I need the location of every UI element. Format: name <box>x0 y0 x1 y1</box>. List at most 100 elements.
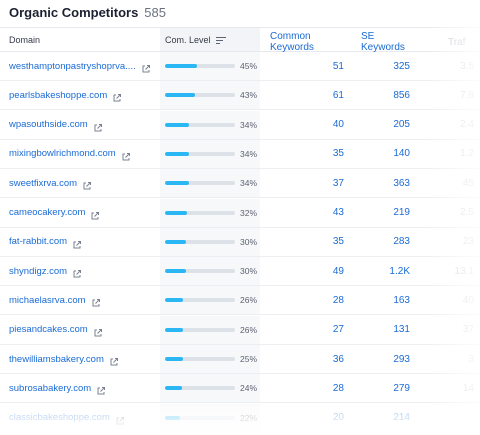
sort-descending-icon[interactable] <box>215 36 226 44</box>
column-domain[interactable]: Domain <box>9 34 41 45</box>
common-keywords-link[interactable]: 20 <box>332 412 344 424</box>
domain-link[interactable]: mixingbowlrichmond.com <box>9 148 116 160</box>
com-level-bar <box>165 298 235 303</box>
table-header: Domain Com. Level Common Keywords SE Key… <box>0 27 480 53</box>
external-link-icon[interactable] <box>115 413 125 425</box>
common-keywords-link[interactable]: 28 <box>332 382 344 394</box>
table-row: classicbakeshoppe.com 22% 20 214 <box>0 403 480 433</box>
com-level-bar-fill <box>165 386 182 391</box>
table-row: michaelasrva.com 26% 28 163 40 <box>0 286 480 316</box>
com-level-bar-fill <box>165 239 186 244</box>
com-level-bar <box>165 181 235 186</box>
external-link-icon[interactable] <box>91 295 101 307</box>
com-level-bar-fill <box>165 357 183 361</box>
com-level-bar <box>165 64 235 68</box>
domain-cell: classicbakeshoppe.com <box>9 404 125 432</box>
com-level-bar <box>165 386 235 391</box>
com-level-bar-fill <box>165 327 184 332</box>
external-link-icon[interactable] <box>96 383 106 395</box>
com-level-percent: 34% <box>240 119 258 130</box>
external-link-icon[interactable] <box>141 61 151 73</box>
com-level-percent: 34% <box>240 178 258 189</box>
domain-link[interactable]: pearlsbakeshoppe.com <box>9 89 108 101</box>
com-level-percent: 34% <box>240 148 258 159</box>
common-keywords-link[interactable]: 27 <box>332 324 344 336</box>
common-keywords-link[interactable]: 35 <box>332 148 344 160</box>
com-level-bar <box>165 327 235 332</box>
domain-cell: westhamptonpastryshoprva.... <box>9 52 151 80</box>
external-link-icon[interactable] <box>109 354 119 366</box>
domain-cell: piesandcakes.com <box>9 316 103 344</box>
se-keywords-link[interactable]: 279 <box>393 382 410 394</box>
com-level-percent: 32% <box>240 207 258 218</box>
se-keywords-link[interactable]: 363 <box>393 177 410 189</box>
table-row: subrosabakery.com 24% 28 279 14 <box>0 374 480 404</box>
table-row: mixingbowlrichmond.com 34% 35 140 1.2 <box>0 139 480 169</box>
external-link-icon[interactable] <box>93 325 103 337</box>
com-level-percent: 30% <box>240 266 258 277</box>
external-link-icon[interactable] <box>93 120 103 132</box>
domain-link[interactable]: shyndigz.com <box>9 265 68 277</box>
common-keywords-link[interactable]: 36 <box>332 353 344 365</box>
traffic-value: 14 <box>462 382 474 394</box>
domain-link[interactable]: wpasouthside.com <box>9 119 88 131</box>
domain-link[interactable]: sweetfixrva.com <box>9 177 78 189</box>
se-keywords-link[interactable]: 131 <box>393 324 410 336</box>
external-link-icon[interactable] <box>82 178 92 190</box>
se-keywords-link[interactable]: 325 <box>393 60 410 72</box>
external-link-icon[interactable] <box>72 237 82 249</box>
se-keywords-link[interactable]: 283 <box>393 236 410 248</box>
domain-cell: pearlsbakeshoppe.com <box>9 81 122 109</box>
se-keywords-link[interactable]: 140 <box>393 148 410 160</box>
traffic-value: 40 <box>462 294 474 306</box>
domain-link[interactable]: piesandcakes.com <box>9 324 88 336</box>
traffic-value: 45 <box>462 177 474 189</box>
domain-link[interactable]: fat-rabbit.com <box>9 236 68 248</box>
com-level-bar <box>165 415 235 420</box>
domain-link[interactable]: westhamptonpastryshoprva.... <box>9 60 136 72</box>
common-keywords-link[interactable]: 35 <box>332 236 344 248</box>
com-level-bar <box>165 269 235 274</box>
traffic-value: 2.4 <box>460 119 474 131</box>
com-level-bar <box>165 357 235 361</box>
table-row: westhamptonpastryshoprva.... 45% 51 325 3.5 <box>0 52 480 81</box>
se-keywords-link[interactable]: 214 <box>393 412 410 424</box>
column-se-keywords[interactable]: SE Keywords <box>361 31 405 53</box>
common-keywords-link[interactable]: 40 <box>332 119 344 131</box>
se-keywords-link[interactable]: 293 <box>393 353 410 365</box>
external-link-icon[interactable] <box>121 149 131 161</box>
table-row: thewilliamsbakery.com 25% 36 293 3 <box>0 345 480 374</box>
common-keywords-link[interactable]: 51 <box>332 60 344 72</box>
domain-link[interactable]: cameocakery.com <box>9 207 86 218</box>
se-keywords-link[interactable]: 1.2K <box>389 265 410 277</box>
common-keywords-link[interactable]: 49 <box>332 265 344 277</box>
domain-link[interactable]: michaelasrva.com <box>9 294 86 306</box>
external-link-icon[interactable] <box>72 266 82 278</box>
widget-title: Organic Competitors <box>9 4 139 20</box>
domain-link[interactable]: subrosabakery.com <box>9 382 92 394</box>
com-level-bar <box>165 210 235 215</box>
common-keywords-link[interactable]: 28 <box>332 294 344 306</box>
external-link-icon[interactable] <box>90 208 100 219</box>
competitor-count: 585 <box>144 4 166 20</box>
domain-cell: sweetfixrva.com <box>9 169 92 197</box>
se-keywords-link[interactable]: 163 <box>393 294 410 306</box>
table-row: fat-rabbit.com 30% 35 283 23 <box>0 227 480 257</box>
table-row: shyndigz.com 30% 49 1.2K 13.1 <box>0 257 480 287</box>
traffic-value: 1.2 <box>460 148 474 160</box>
external-link-icon[interactable] <box>112 90 122 102</box>
common-keywords-link[interactable]: 37 <box>332 177 344 189</box>
traffic-value: 13.1 <box>454 265 474 277</box>
domain-link[interactable]: thewilliamsbakery.com <box>9 353 104 365</box>
table-row: wpasouthside.com 34% 40 205 2.4 <box>0 110 480 140</box>
common-keywords-link[interactable]: 61 <box>332 89 344 101</box>
common-keywords-link[interactable]: 43 <box>332 207 344 218</box>
com-level-bar-fill <box>165 64 197 68</box>
com-level-bar <box>165 93 235 98</box>
se-keywords-link[interactable]: 205 <box>393 119 410 131</box>
column-common-keywords[interactable]: Common Keywords <box>270 31 314 53</box>
domain-link[interactable]: classicbakeshoppe.com <box>9 412 110 424</box>
column-com-level[interactable]: Com. Level <box>160 28 260 51</box>
se-keywords-link[interactable]: 219 <box>393 207 410 218</box>
se-keywords-link[interactable]: 856 <box>393 89 410 101</box>
